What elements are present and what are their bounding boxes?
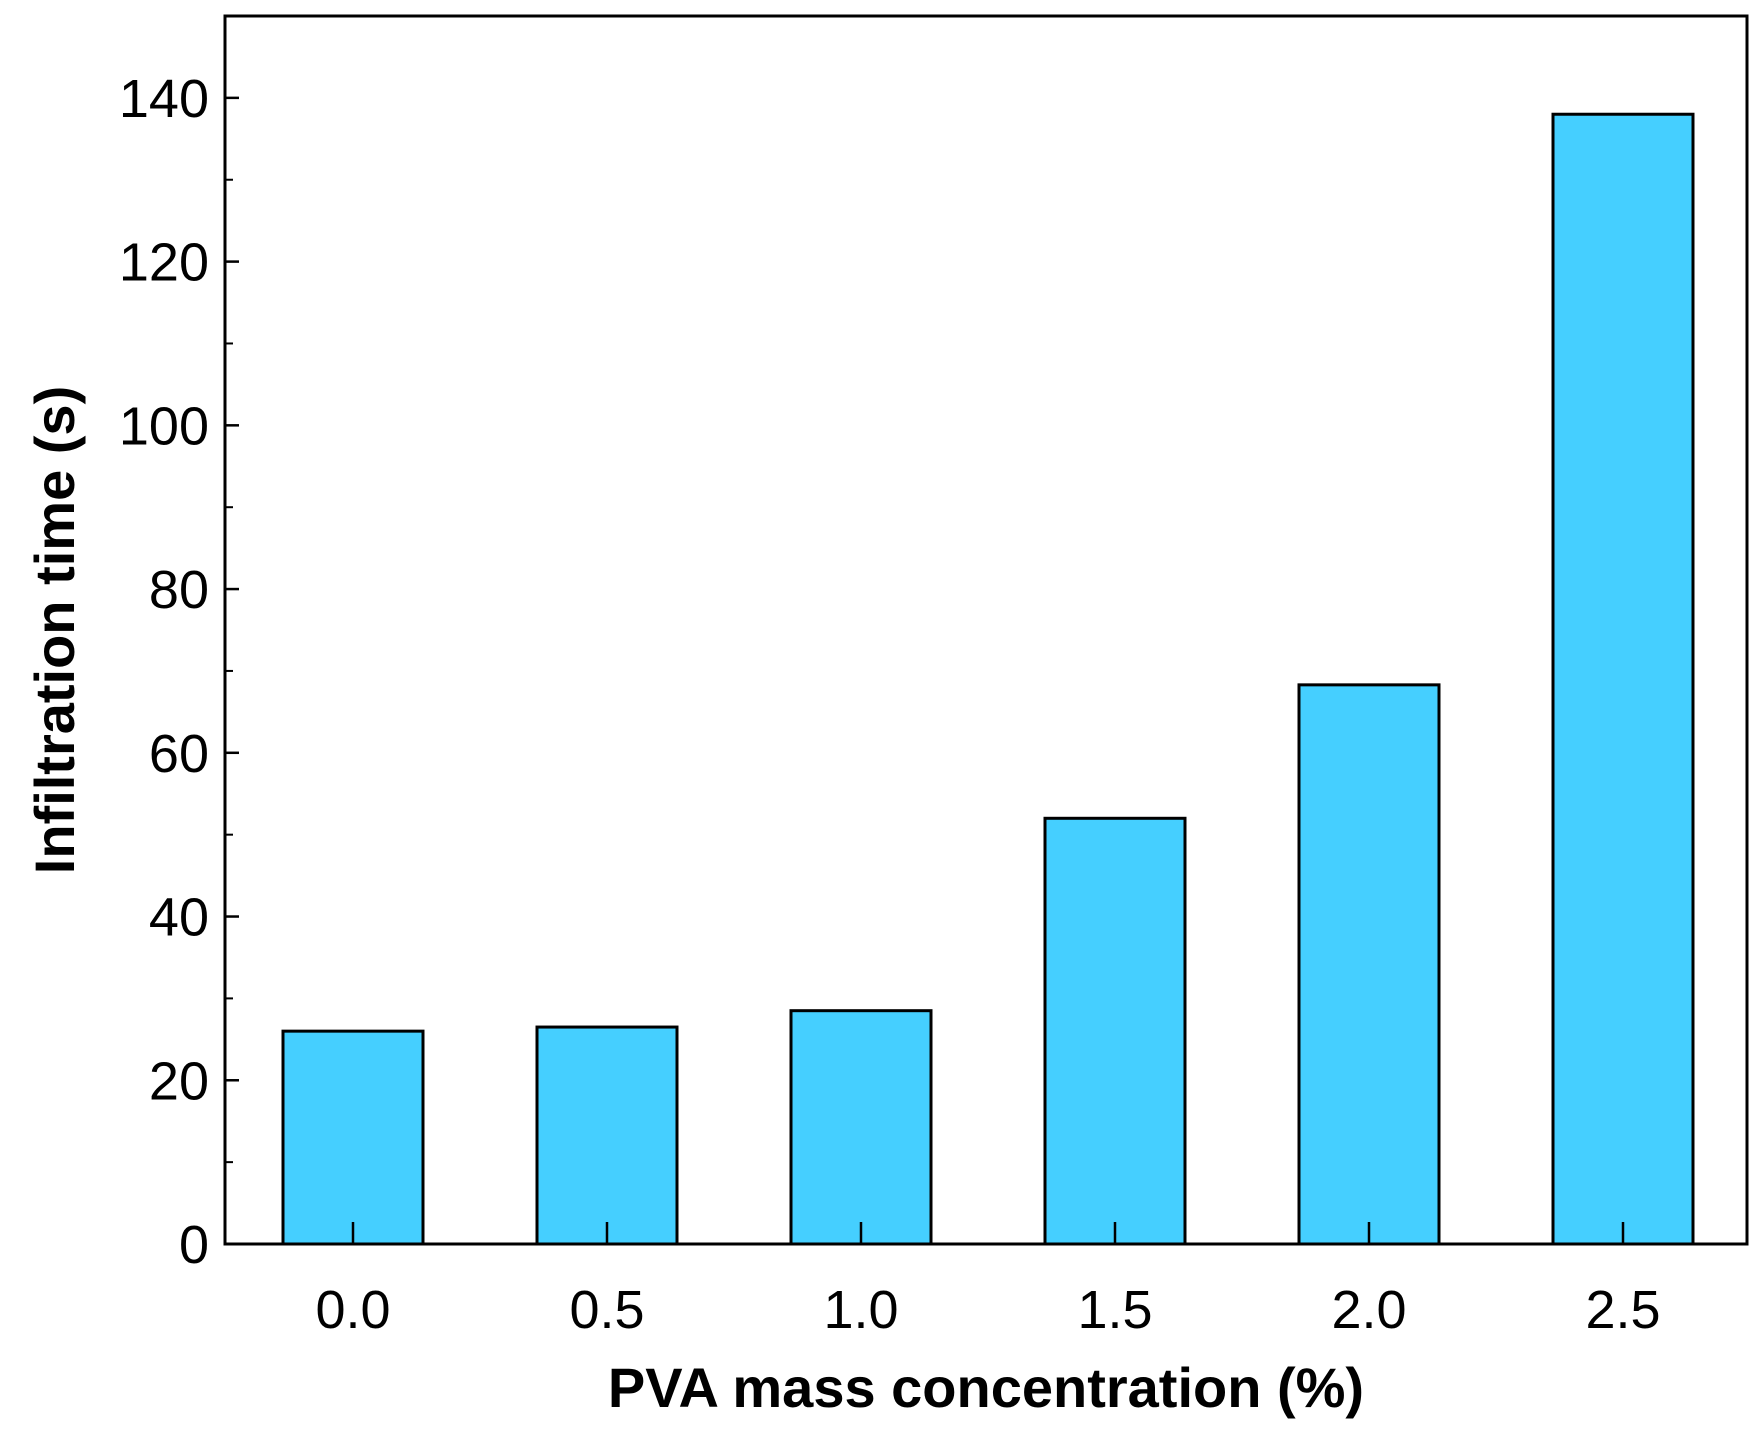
bar-0.0	[281, 1029, 425, 1246]
y-tick-label: 60	[149, 724, 209, 784]
x-tick-label: 0.0	[315, 1280, 390, 1340]
y-axis-title: Infiltration time (s)	[23, 386, 86, 874]
x-tick-label: 1.5	[1077, 1280, 1152, 1340]
bar-1.5	[1043, 816, 1187, 1246]
y-tick-label: 120	[119, 233, 209, 293]
y-tick-label: 20	[149, 1051, 209, 1111]
x-tick-label: 0.5	[569, 1280, 644, 1340]
bars-layer	[281, 112, 1695, 1246]
bar-0.5	[535, 1025, 679, 1246]
x-tick-label: 2.0	[1331, 1280, 1406, 1340]
y-tick-label: 80	[149, 560, 209, 620]
y-tick-label: 100	[119, 396, 209, 456]
y-tick-label: 140	[119, 69, 209, 129]
bar-2.0	[1297, 683, 1441, 1246]
x-tick-label: 1.0	[823, 1280, 898, 1340]
labels-layer: 0 20 40 60 80 100 120 140 0.0 0.5 1.0 1.5 2.0 2.5	[119, 69, 1661, 1340]
plot-frame	[223, 14, 1749, 1246]
bar-2.5	[1551, 112, 1695, 1246]
x-axis-title: PVA mass concentration (%)	[608, 1356, 1364, 1419]
bar-1.0	[789, 1009, 933, 1246]
y-tick-label: 40	[149, 888, 209, 948]
x-tick-label: 2.5	[1585, 1280, 1660, 1340]
y-tick-label: 0	[179, 1215, 209, 1275]
